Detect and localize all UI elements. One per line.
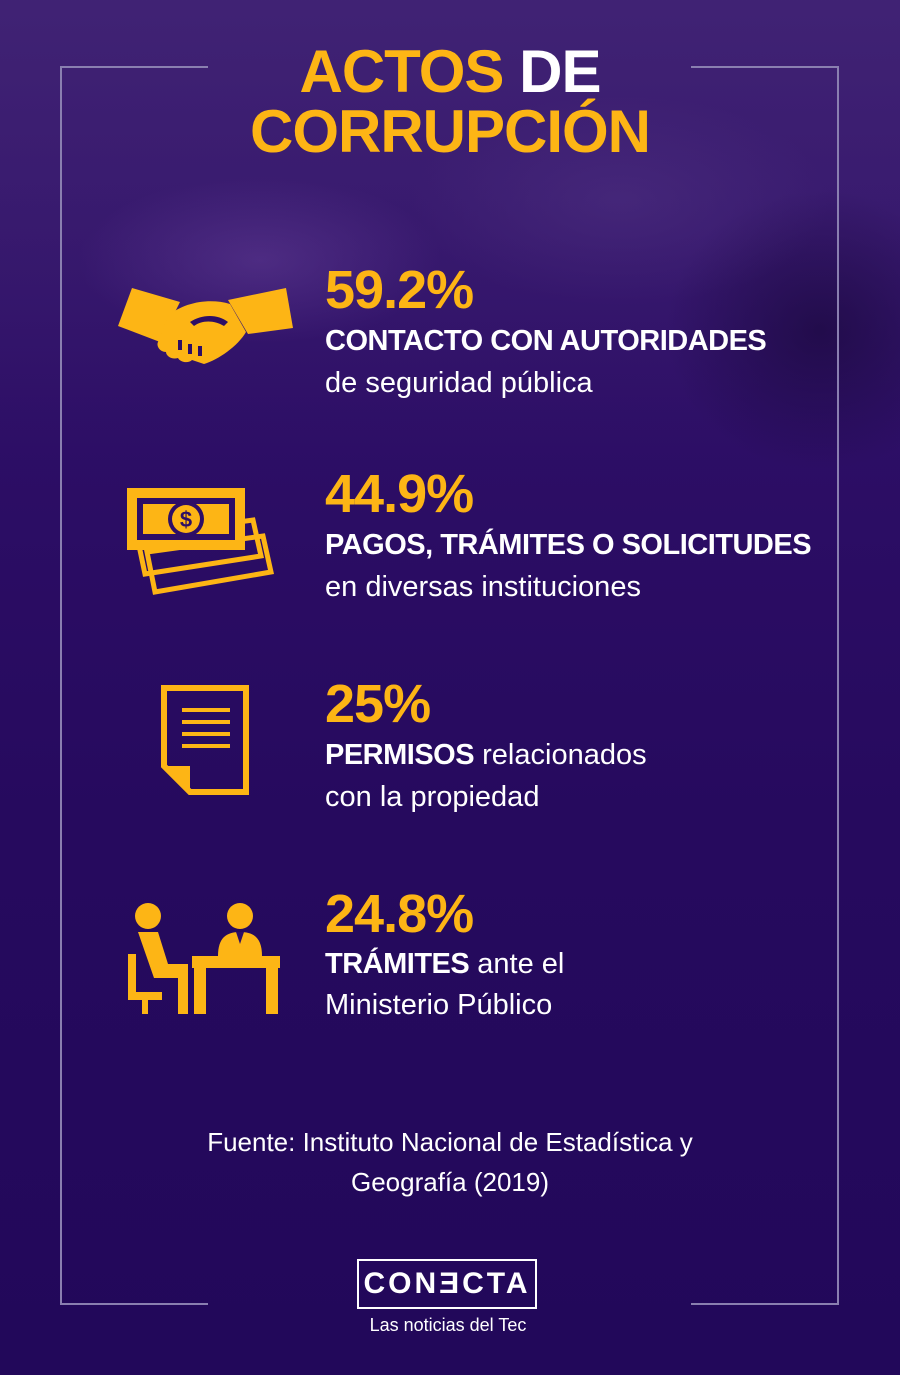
stat-percent-3: 25% bbox=[325, 674, 431, 734]
money-bills-icon: $ bbox=[127, 488, 275, 595]
stat-desc-3: con la propiedad bbox=[325, 781, 540, 813]
stat-rest-3: relacionados bbox=[474, 739, 647, 771]
stat-desc-1: de seguridad pública bbox=[325, 367, 593, 399]
stat-rest-4: ante el bbox=[469, 948, 565, 980]
stat-percent-2: 44.9% bbox=[325, 464, 474, 524]
stat-label-3: PERMISOS relacionados bbox=[325, 738, 647, 772]
page-title-line2: CORRUPCIÓN bbox=[249, 98, 651, 165]
conecta-logo: CONƎCTA bbox=[357, 1259, 537, 1309]
handshake-icon bbox=[118, 288, 293, 364]
stat-label-2: PAGOS, TRÁMITES O SOLICITUDES bbox=[325, 528, 812, 562]
page-title-line1: ACTOS DE bbox=[0, 40, 900, 104]
stat-label-4: TRÁMITES ante el bbox=[325, 947, 564, 981]
title-word-de: DE bbox=[519, 38, 601, 105]
stat-bold-3: PERMISOS bbox=[325, 739, 475, 771]
frame-bottom-right bbox=[691, 1303, 839, 1305]
frame-bottom-left bbox=[60, 1303, 208, 1305]
stat-desc-2: en diversas instituciones bbox=[325, 571, 641, 603]
frame-top-right bbox=[691, 66, 839, 68]
background-photo bbox=[0, 0, 900, 470]
svg-text:$: $ bbox=[180, 507, 192, 532]
stat-percent-1: 59.2% bbox=[325, 260, 474, 320]
stat-percent-4: 24.8% bbox=[325, 884, 474, 944]
frame-top-left bbox=[60, 66, 208, 68]
stat-bold-2: PAGOS, TRÁMITES O SOLICITUDES bbox=[325, 529, 812, 561]
frame-right bbox=[837, 66, 839, 1305]
stat-label-1: CONTACTO CON AUTORIDADES bbox=[325, 324, 767, 358]
logo-tagline: Las noticias del Tec bbox=[369, 1315, 527, 1335]
source-line1: Fuente: Instituto Nacional de Estadístic… bbox=[207, 1127, 693, 1157]
document-icon bbox=[161, 685, 249, 795]
stat-bold-4: TRÁMITES bbox=[325, 948, 470, 980]
office-desk-icon bbox=[128, 903, 280, 1014]
stat-bold-1: CONTACTO CON AUTORIDADES bbox=[325, 325, 767, 357]
frame-left bbox=[60, 66, 62, 1305]
stat-desc-4: Ministerio Público bbox=[325, 989, 553, 1021]
title-word-actos: ACTOS bbox=[299, 38, 505, 105]
source-line2: Geografía (2019) bbox=[350, 1167, 549, 1197]
